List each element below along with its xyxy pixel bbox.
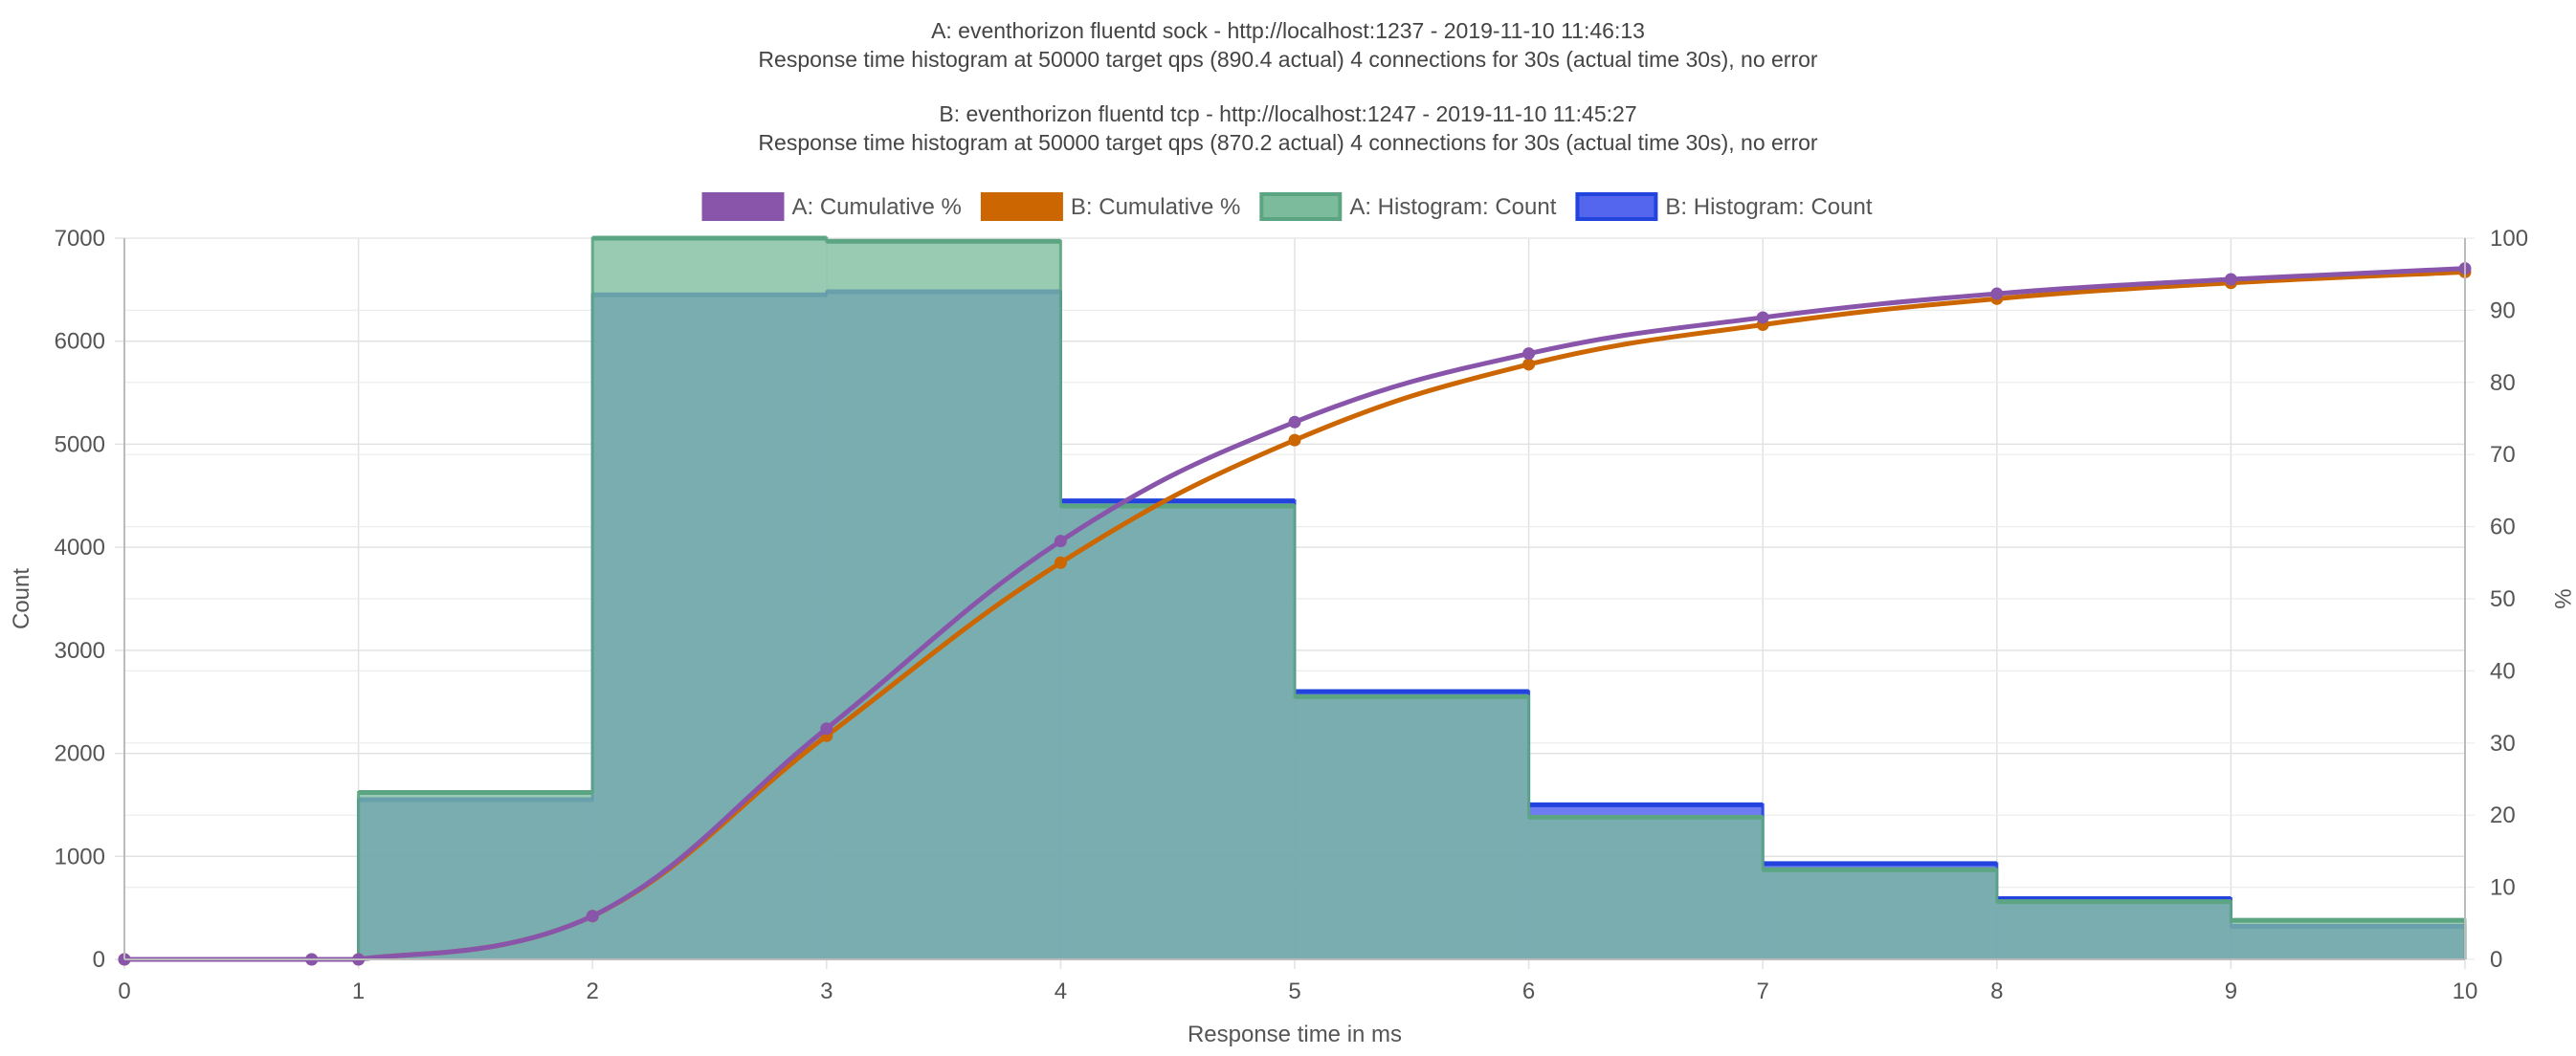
y-right-tick-label: 50 [2490,586,2516,612]
cumulative-point-a [1054,535,1067,548]
y-right-tick-label: 90 [2490,297,2516,323]
x-tick-label: 4 [1055,979,1067,1004]
y-right-tick-label: 0 [2490,947,2502,973]
y-left-tick-label: 7000 [55,226,105,252]
y-left-tick-label: 6000 [55,329,105,355]
cumulative-point-b [1054,556,1067,569]
cumulative-point-a [820,722,833,736]
x-tick-label: 8 [1990,979,2003,1004]
x-tick-label: 1 [352,979,365,1004]
cumulative-line-a [124,266,2466,962]
y-left-tick-label: 2000 [55,741,105,767]
legend-swatch [1575,192,1658,221]
y-left-tick-label: 1000 [55,844,105,869]
y-right-tick-label: 80 [2490,370,2516,396]
y-axis-left-title: Count [9,568,34,629]
cumulative-lines [118,262,2472,966]
cumulative-point-b [1288,433,1301,447]
cumulative-point-a [1756,311,1769,324]
legend-swatch [980,192,1063,221]
y-right-tick-label: 10 [2490,875,2516,901]
chart-subtitle-a: Response time histogram at 50000 target … [758,47,1817,72]
legend-label: A: Histogram: Count [1349,194,1556,220]
cumulative-point-a [1288,415,1301,429]
cumulative-point-b [1522,358,1536,371]
y-left-tick-label: 4000 [55,535,105,561]
x-tick-label: 10 [2453,979,2478,1004]
chart-legend: A: Cumulative % B: Cumulative % A: Histogr… [701,192,1873,221]
y-left-tick-label: 0 [93,947,105,973]
x-tick-label: 3 [820,979,833,1004]
y-left-tick-label: 5000 [55,431,105,457]
x-tick-label: 2 [587,979,599,1004]
y-right-tick-label: 20 [2490,803,2516,828]
x-tick-label: 9 [2225,979,2237,1004]
chart-title-a: A: eventhorizon fluentd sock - http://lo… [931,18,1645,43]
x-tick-label: 5 [1288,979,1300,1004]
legend-swatch [1259,192,1343,221]
y-right-tick-label: 40 [2490,658,2516,684]
histogram-bar-a [826,241,1061,959]
chart-titles: A: eventhorizon fluentd sock - http://lo… [758,18,1817,155]
histogram-bar-a [1763,869,1997,959]
cumulative-point-a [2224,273,2237,286]
histogram-bar-a [1295,696,1529,959]
legend-swatch [701,192,785,221]
chart-subtitle-b: Response time histogram at 50000 target … [758,130,1817,155]
y-right-tick-label: 30 [2490,731,2516,757]
x-tick-label: 7 [1757,979,1769,1004]
x-axis-title: Response time in ms [1188,1022,1402,1047]
cumulative-point-a [1990,287,2004,300]
histogram-bar-a [592,238,827,959]
legend-label: A: Cumulative % [792,194,962,220]
histogram-bars [357,235,2467,959]
x-tick-label: 0 [118,979,130,1004]
chart-axes: 0 1 2 3 4 5 6 7 8 9 100100020003000400050006000700… [55,226,2528,1004]
chart-title-b: B: eventhorizon fluentd tcp - http://loc… [939,101,1636,126]
y-right-tick-label: 100 [2490,226,2528,252]
histogram-bar-a [1996,901,2232,959]
y-axis-right-title: % [2549,588,2575,608]
x-tick-label: 6 [1522,979,1535,1004]
cumulative-point-a [1522,347,1536,361]
histogram-bar-a [1528,817,1764,959]
y-right-tick-label: 70 [2490,442,2516,468]
cumulative-point-a [586,910,599,923]
histogram-outline-a [357,236,2467,959]
histogram-bar-a [358,792,593,959]
y-left-tick-label: 3000 [55,638,105,664]
y-right-tick-label: 60 [2490,515,2516,540]
histogram-bar-a [1060,506,1295,959]
legend-label: B: Histogram: Count [1665,194,1872,220]
histogram-bar-a [2231,920,2465,959]
legend-label: B: Cumulative % [1071,194,1240,220]
